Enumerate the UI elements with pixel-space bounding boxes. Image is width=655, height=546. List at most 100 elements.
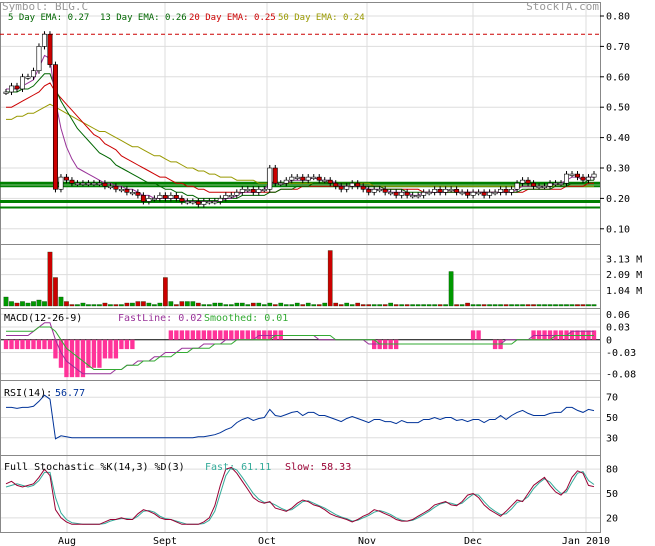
candle-body — [80, 182, 86, 185]
volume-bar — [547, 304, 553, 307]
candle-body — [382, 188, 388, 193]
volume-bar — [91, 304, 97, 307]
price-tick-label: 0.60 — [606, 72, 630, 83]
macd-hist-bar — [229, 330, 234, 340]
volume-bar — [152, 304, 157, 307]
volume-bar — [157, 302, 163, 307]
volume-bar — [168, 301, 174, 307]
candle-body — [96, 182, 102, 185]
candle-body — [437, 188, 443, 193]
macd-hist-bar — [9, 339, 14, 350]
volume-bar — [448, 271, 454, 307]
candle-body — [311, 176, 317, 179]
volume-bar — [261, 304, 267, 307]
volume-bar — [311, 304, 317, 307]
candle-body — [553, 182, 559, 185]
candle-body — [586, 176, 591, 181]
volume-bar — [31, 301, 36, 307]
x-tick-label: Nov — [358, 536, 376, 546]
volume-bar — [377, 304, 383, 307]
volume-bar — [283, 304, 289, 307]
volume-bar — [228, 304, 234, 307]
candle-body — [476, 192, 482, 195]
volume-bar — [108, 304, 113, 307]
volume-bar — [130, 302, 135, 307]
macd-hist-bar — [31, 339, 36, 350]
candle-body — [69, 179, 75, 184]
macd-hist-bar — [223, 330, 228, 340]
candle-body — [432, 188, 438, 193]
candle-body — [228, 195, 234, 198]
macd-hist-bar — [470, 330, 476, 340]
candle-body — [91, 182, 97, 185]
candle-body — [459, 192, 465, 195]
candle-body — [118, 188, 124, 192]
volume-bar — [476, 304, 481, 307]
macd-hist-bar — [69, 339, 75, 378]
candle-body — [509, 188, 515, 193]
candle-body — [410, 195, 416, 198]
volume-panel — [3, 250, 597, 307]
macd-hist-bar — [102, 339, 108, 359]
rsi-panel — [6, 394, 595, 440]
volume-bar — [569, 304, 575, 307]
candle-body — [9, 85, 14, 93]
volume-bar — [135, 301, 141, 307]
candle-body — [470, 192, 476, 196]
stoch-title: Full Stochastic %K(14,3) %D(3) — [4, 462, 185, 473]
volume-bar — [80, 302, 86, 307]
volume-bar — [75, 304, 80, 307]
candle-body — [124, 188, 130, 193]
candle-body — [443, 188, 449, 193]
candle-body — [564, 173, 570, 184]
price-tick-label: 0.50 — [606, 103, 630, 114]
legend-ema20: 20 Day EMA: 0.25 — [189, 13, 276, 23]
candle-body — [542, 185, 548, 189]
volume-bar — [421, 304, 426, 307]
candle-body — [421, 192, 427, 196]
macd-hist-bar — [179, 330, 185, 340]
volume-bar — [179, 301, 185, 307]
stoch-tick-label: 20 — [606, 513, 618, 524]
volume-bar — [86, 304, 91, 307]
candle-body — [245, 188, 251, 192]
volume-bar — [426, 304, 432, 307]
candle-body — [520, 179, 526, 184]
macd-fast-label: FastLine: 0.02 — [118, 313, 202, 324]
x-tick-label: Dec — [464, 536, 482, 546]
candle-body — [575, 173, 580, 178]
volume-bar — [97, 304, 102, 307]
volume-bar — [47, 251, 53, 307]
volume-bar — [553, 304, 558, 307]
candle-body — [465, 192, 471, 196]
volume-bar — [382, 304, 388, 307]
candle-body — [14, 85, 20, 90]
macd-panel — [3, 322, 597, 378]
volume-bar — [305, 302, 311, 307]
brand-label: StockTA.com — [526, 0, 599, 13]
price-tick-label: 0.40 — [606, 133, 630, 144]
volume-bar — [344, 302, 350, 307]
candle-body — [289, 176, 295, 181]
candle-body — [278, 182, 284, 185]
candle-body — [580, 176, 586, 181]
volume-bar — [119, 304, 124, 307]
candle-body — [47, 33, 53, 65]
volume-bar — [360, 304, 366, 307]
candle-body — [569, 173, 575, 176]
volume-bar — [113, 304, 119, 307]
macd-hist-bar — [25, 339, 31, 350]
candle-body — [74, 182, 80, 185]
volume-bar — [212, 302, 218, 307]
candle-body — [179, 198, 185, 202]
macd-hist-bar — [14, 339, 20, 350]
macd-hist-bar — [3, 339, 9, 350]
macd-hist-bar — [124, 339, 130, 350]
candle-body — [217, 198, 223, 202]
candle-body — [85, 182, 91, 185]
price-tick-label: 0.80 — [606, 12, 630, 23]
volume-bar — [388, 302, 394, 307]
candle-body — [448, 188, 454, 192]
macd-tick-label: -0.08 — [606, 369, 636, 380]
volume-bar — [141, 301, 146, 307]
